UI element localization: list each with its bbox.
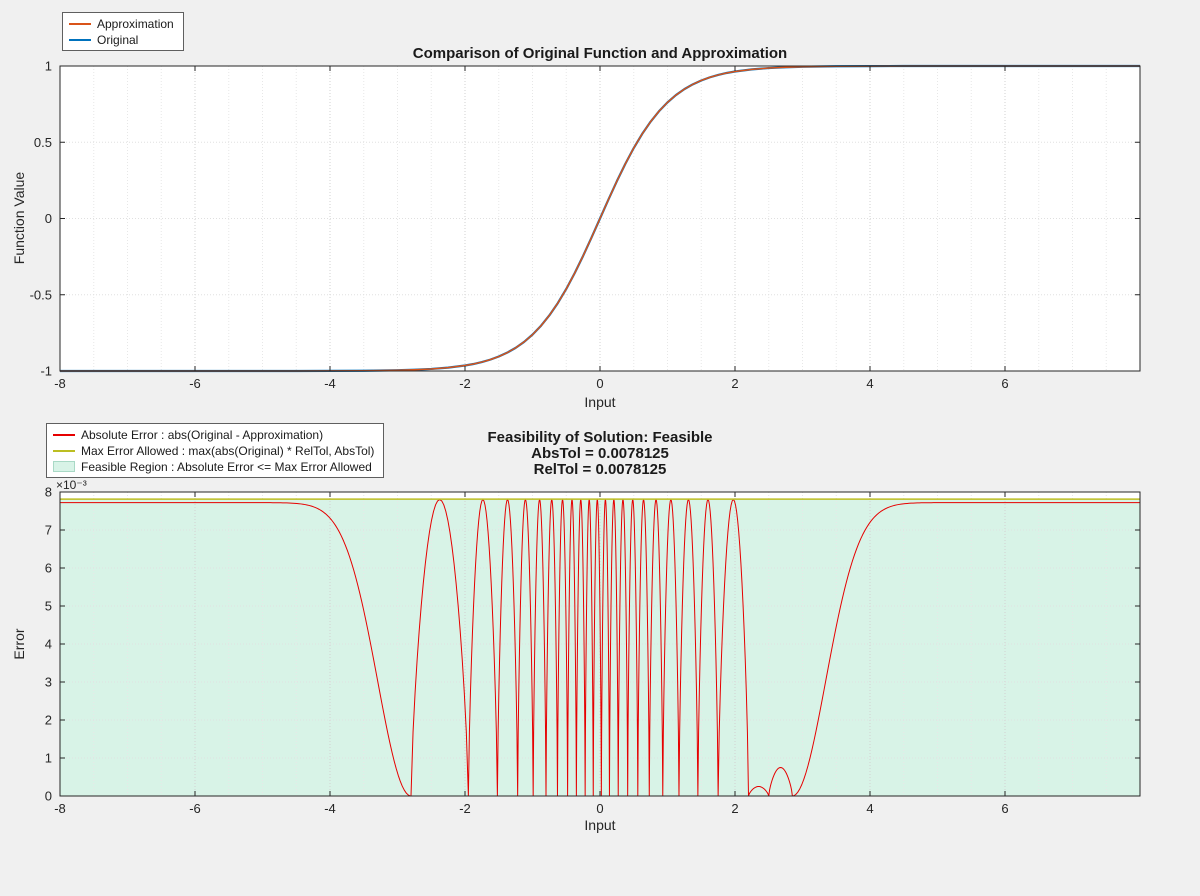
original-line-swatch <box>69 38 91 41</box>
x-tick-label: 0 <box>596 801 603 816</box>
y-tick-label: 0 <box>45 789 52 804</box>
y-tick-label: 3 <box>45 675 52 690</box>
x-tick-label: -6 <box>189 801 201 816</box>
legend-label-absolute-error: Absolute Error : abs(Original - Approxim… <box>81 427 324 442</box>
y-tick-label: 4 <box>45 637 52 652</box>
legend-label-original: Original <box>97 32 139 47</box>
x-tick-label: 2 <box>731 801 738 816</box>
legend-item-max-error: Max Error Allowed : max(abs(Original) * … <box>53 443 374 458</box>
top-plot-area: -8 -6 -4 -2 0 2 4 6 -1 -0.5 0 0.5 1 <box>30 59 1141 391</box>
legend-item-original: Original <box>69 32 174 47</box>
top-chart-title: Comparison of Original Function and Appr… <box>412 45 788 62</box>
x-tick-label: -8 <box>54 376 66 391</box>
top-x-axis-label: Input <box>584 394 616 410</box>
feasible-region-patch-swatch <box>53 461 75 472</box>
x-tick-label: -4 <box>324 801 336 816</box>
top-legend: Approximation Original <box>62 12 184 51</box>
y-tick-label: 2 <box>45 713 52 728</box>
x-tick-label: -2 <box>459 801 471 816</box>
feasibility-title-line: Feasibility of Solution: Feasible <box>487 429 713 446</box>
reltol-title-line: RelTol = 0.0078125 <box>533 461 667 478</box>
y-tick-label: 1 <box>45 751 52 766</box>
x-tick-label: 4 <box>866 376 873 391</box>
bottom-chart-title: Feasibility of Solution: Feasible AbsTol… <box>60 430 1140 478</box>
x-tick-label: -6 <box>189 376 201 391</box>
x-tick-label: -8 <box>54 801 66 816</box>
y-axis-exponent-label: ×10⁻³ <box>56 478 87 492</box>
legend-item-feasible-region: Feasible Region : Absolute Error <= Max … <box>53 459 374 474</box>
y-tick-label: 6 <box>45 561 52 576</box>
legend-label-approximation: Approximation <box>97 16 174 31</box>
x-tick-label: 0 <box>596 376 603 391</box>
legend-item-approximation: Approximation <box>69 16 174 31</box>
absolute-error-line-swatch <box>53 433 75 436</box>
y-tick-label: 7 <box>45 523 52 538</box>
x-tick-label: -4 <box>324 376 336 391</box>
x-tick-label: 4 <box>866 801 873 816</box>
x-tick-label: 6 <box>1001 801 1008 816</box>
approximation-line-swatch <box>69 22 91 25</box>
legend-label-max-error: Max Error Allowed : max(abs(Original) * … <box>81 443 375 458</box>
y-tick-label: -1 <box>40 364 52 379</box>
y-tick-label: 5 <box>45 599 52 614</box>
y-tick-label: 1 <box>45 59 52 74</box>
abstol-title-line: AbsTol = 0.0078125 <box>531 445 669 462</box>
max-error-line-swatch <box>53 449 75 452</box>
y-tick-label: 8 <box>45 485 52 500</box>
bottom-plot-area: -8 -6 -4 -2 0 2 4 6 0 1 2 3 4 5 6 7 8 <box>45 485 1141 816</box>
y-tick-label: -0.5 <box>30 287 52 302</box>
x-tick-label: 2 <box>731 376 738 391</box>
legend-item-absolute-error: Absolute Error : abs(Original - Approxim… <box>53 427 374 442</box>
x-tick-label: -2 <box>459 376 471 391</box>
approximation-line <box>60 65 1140 372</box>
x-tick-label: 6 <box>1001 376 1008 391</box>
bottom-x-axis-label: Input <box>584 817 616 833</box>
bottom-legend: Absolute Error : abs(Original - Approxim… <box>46 423 385 478</box>
y-tick-label: 0 <box>45 211 52 226</box>
y-tick-label: 0.5 <box>34 135 52 150</box>
absolute-error-line <box>60 499 1140 797</box>
legend-label-feasible-region: Feasible Region : Absolute Error <= Max … <box>81 459 372 474</box>
